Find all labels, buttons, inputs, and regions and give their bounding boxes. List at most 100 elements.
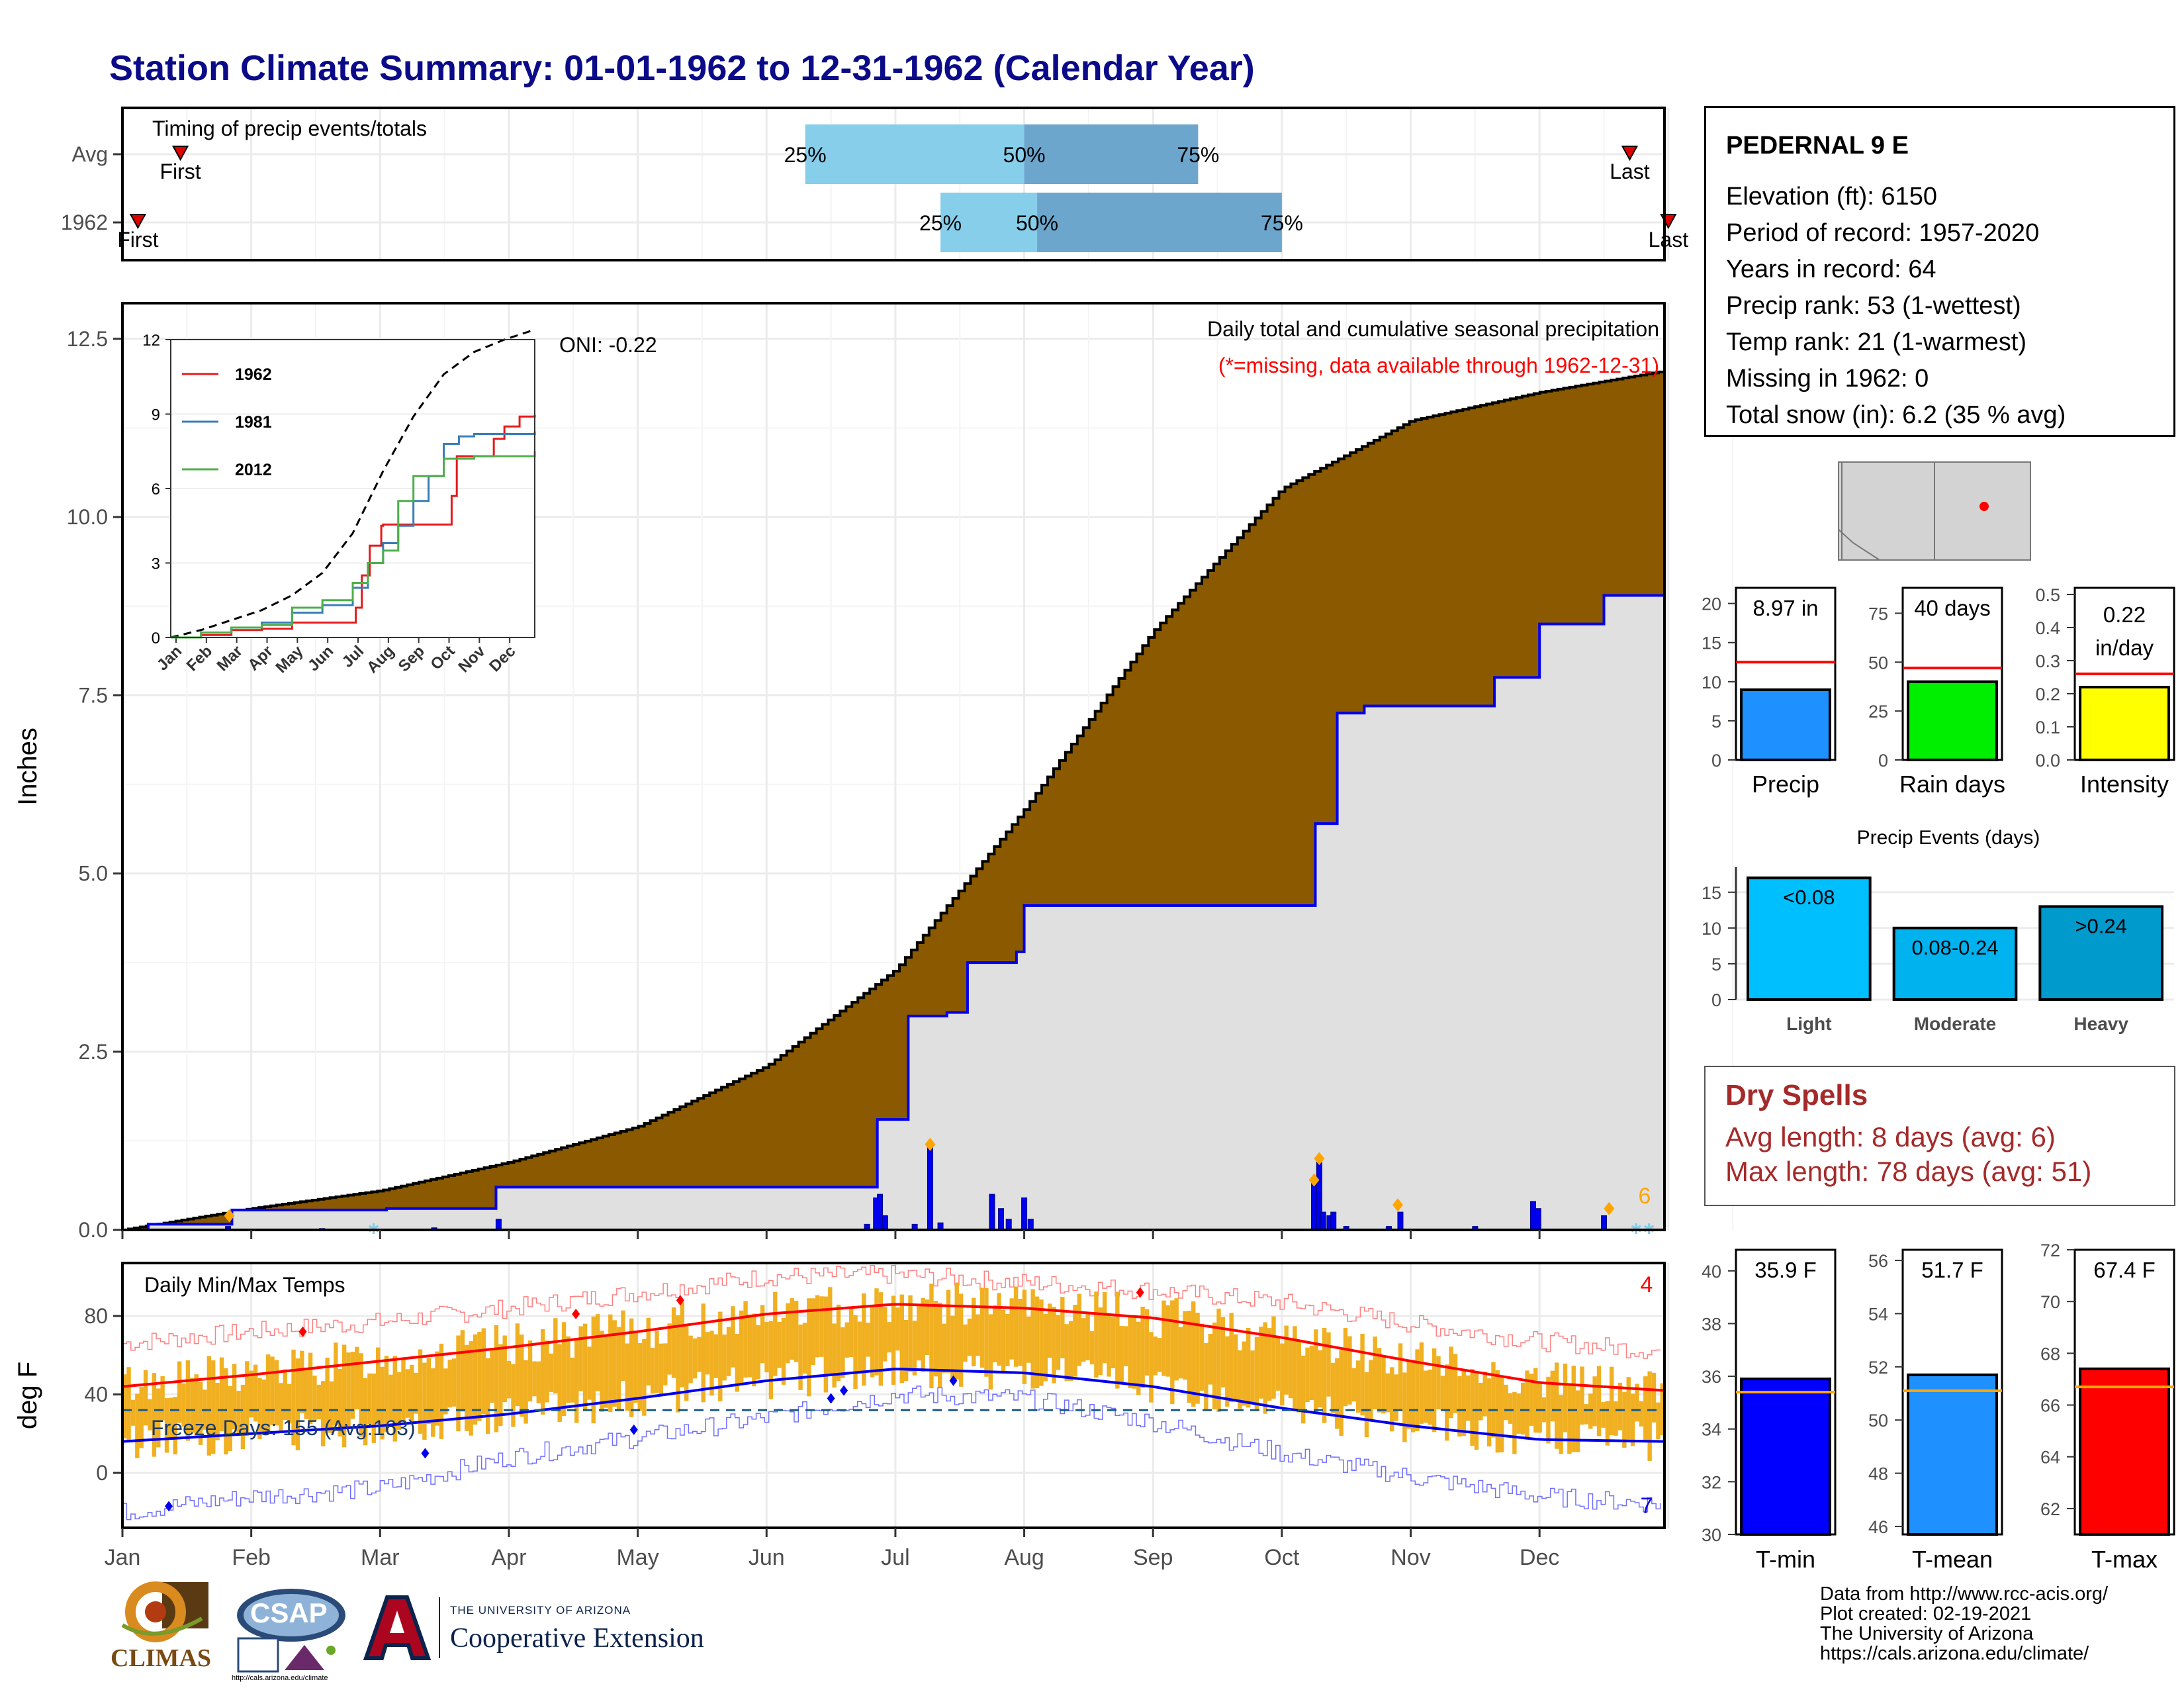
daily-temp-bar (1390, 1367, 1394, 1432)
daily-temp-bar (561, 1322, 567, 1417)
location-map (1838, 461, 2031, 561)
daily-temp-bar (1250, 1350, 1255, 1403)
daily-temp-bar (451, 1358, 457, 1407)
daily-temp-bar (1614, 1401, 1618, 1436)
daily-temp-bar (692, 1338, 698, 1379)
daily-temp-bar (350, 1352, 355, 1419)
daily-temp-bar (823, 1296, 829, 1393)
events-title: Precip Events (days) (1857, 827, 2040, 849)
daily-temp-bar (485, 1358, 490, 1434)
daily-temp-bar (240, 1384, 246, 1450)
daily-temp-bar (1102, 1291, 1107, 1364)
daily-temp-bar (659, 1343, 664, 1395)
daily-temp-bar (198, 1382, 203, 1445)
daily-temp-bar (1555, 1362, 1559, 1449)
daily-temp-bar (984, 1288, 989, 1377)
station-precip-rank: Precip rank: 53 (1-wettest) (1726, 292, 2021, 320)
daily-temp-bar (1052, 1307, 1056, 1383)
daily-temp-bar (270, 1356, 275, 1425)
daily-temp-bar (224, 1368, 228, 1455)
summary-bar (1740, 688, 1831, 762)
temp-bar-ytick: 46 (1868, 1517, 1888, 1537)
daily-temp-bar (460, 1330, 465, 1412)
daily-temp-bar (866, 1323, 870, 1357)
inset-ytick: 12 (142, 332, 160, 350)
daily-temp-bar (764, 1322, 769, 1373)
daily-precip-bar (877, 1194, 884, 1231)
daily-temp-bar (811, 1298, 815, 1365)
temp-bar-label: T-max (2091, 1546, 2158, 1573)
daily-temp-bar (532, 1361, 537, 1397)
daily-temp-bar (1432, 1348, 1437, 1432)
daily-temp-bar (545, 1340, 549, 1403)
summary-ytick: 15 (1702, 633, 1721, 653)
month-label: Oct (1264, 1545, 1299, 1570)
record-low-marker (421, 1448, 430, 1459)
daily-precip-bar (989, 1194, 995, 1231)
daily-temp-bar (993, 1305, 997, 1363)
summary-ytick: 0.0 (2035, 751, 2060, 771)
daily-temp-bar (1335, 1358, 1340, 1429)
events-category-label: Moderate (1914, 1013, 1996, 1034)
daily-temp-bar (1107, 1313, 1111, 1377)
daily-temp-bar (1520, 1382, 1525, 1435)
inset-border (170, 339, 535, 638)
summary-bar (1907, 680, 1998, 762)
daily-temp-bar (595, 1314, 600, 1391)
daily-temp-bar (844, 1322, 849, 1358)
pct-label: 75% (1261, 211, 1303, 235)
daily-temp-bar (739, 1310, 744, 1383)
daily-temp-bar (1445, 1364, 1449, 1441)
daily-temp-bar (1183, 1311, 1187, 1380)
daily-temp-bar (1077, 1293, 1082, 1366)
daily-temp-bar (718, 1311, 723, 1401)
cumulative-1962-area (122, 590, 1664, 1230)
temp-panel: 0 40 80 Daily Min/Max Temps Freeze Days: 155… (13, 1262, 1670, 1570)
daily-temp-bar (802, 1323, 807, 1374)
daily-temp-bar (1360, 1333, 1365, 1416)
daily-temp-bar (279, 1383, 283, 1433)
precip-panel-subtitle: (*=missing, data available through 1962-… (1218, 353, 1659, 377)
daily-temp-bar (1165, 1305, 1171, 1377)
daily-temp-bar (848, 1308, 854, 1358)
summary-bar (2079, 686, 2170, 761)
daily-temp-bar (1559, 1395, 1563, 1454)
daily-temp-bar (1419, 1342, 1424, 1424)
daily-temp-bar (1529, 1374, 1534, 1426)
daily-temp-bar (1318, 1350, 1322, 1408)
daily-temp-bar (1592, 1376, 1597, 1427)
temp-bar (2079, 1367, 2170, 1536)
daily-temp-bar (976, 1314, 980, 1356)
daily-temp-bar (1567, 1385, 1572, 1454)
freeze-days-label: Freeze Days: 155 (Avg:163) (151, 1416, 416, 1440)
daily-temp-bar (430, 1368, 435, 1437)
daily-temp-bar (1081, 1318, 1086, 1362)
daily-temp-bar (1584, 1404, 1589, 1425)
station-snow: Total snow (in): 6.2 (35 % avg) (1726, 401, 2066, 429)
daily-temp-bar (972, 1297, 976, 1366)
daily-temp-bar (1229, 1313, 1234, 1403)
credit-line: Plot created: 02-19-2021 (1820, 1603, 2032, 1624)
daily-temp-bar (1398, 1343, 1403, 1411)
daily-temp-bar (245, 1361, 250, 1436)
daily-temp-bar (1157, 1338, 1162, 1372)
daily-temp-bar (1204, 1343, 1208, 1409)
daily-temp-bar (1630, 1393, 1635, 1446)
daily-temp-bar (316, 1384, 322, 1420)
credit-line: Data from http://www.rcc-acis.org/ (1820, 1583, 2109, 1605)
daily-temp-bar (359, 1353, 363, 1437)
daily-temp-bar (152, 1373, 157, 1457)
daily-temp-bar (1355, 1360, 1361, 1413)
month-label: Sep (1133, 1545, 1173, 1570)
daily-precip-bar (1320, 1211, 1326, 1231)
daily-temp-bar (1026, 1316, 1031, 1363)
daily-temp-bar (655, 1331, 659, 1393)
oni-label: ONI: -0.22 (559, 333, 657, 357)
daily-temp-bar (1588, 1393, 1593, 1429)
daily-temp-bar (950, 1315, 955, 1382)
daily-temp-bar (1575, 1390, 1580, 1452)
daily-temp-bar (169, 1397, 173, 1439)
daily-temp-bar (300, 1350, 304, 1413)
temp-bar-label: T-mean (1912, 1546, 1993, 1573)
